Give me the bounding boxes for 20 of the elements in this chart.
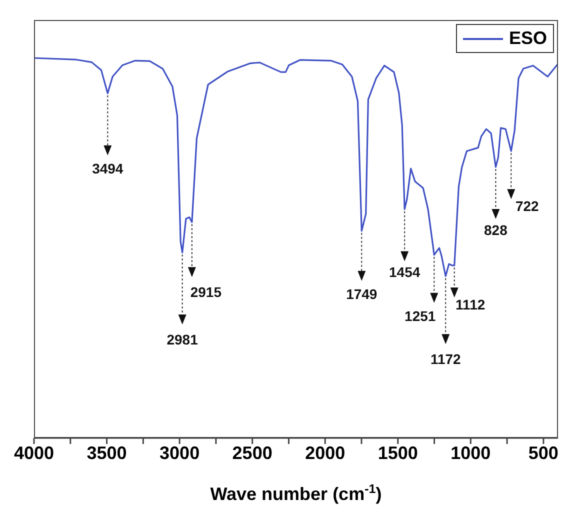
x-axis-title: Wave number (cm$^{-1}$) bbox=[210, 482, 382, 504]
x-tick-label: 2000 bbox=[305, 442, 346, 463]
x-tick-label: 1000 bbox=[450, 442, 491, 463]
annotation: 2915 bbox=[190, 284, 222, 300]
annotation: 722 bbox=[515, 198, 540, 214]
annotation: 1749 bbox=[346, 286, 378, 302]
annotation: 1172 bbox=[430, 351, 462, 368]
legend-label: ESO bbox=[508, 28, 547, 49]
annotation: 3494 bbox=[92, 160, 124, 176]
annotation: 1454 bbox=[389, 264, 420, 280]
annotation: 828 bbox=[484, 222, 508, 238]
annotation: 2981 bbox=[166, 332, 198, 348]
x-tick-label: 1500 bbox=[378, 442, 418, 463]
x-tick-label: 2500 bbox=[232, 442, 272, 463]
x-tick-label: 4000 bbox=[14, 442, 54, 463]
x-tick-label: 500 bbox=[528, 442, 558, 463]
x-tick-label: 3000 bbox=[160, 442, 200, 463]
annotation: 1251 bbox=[404, 308, 436, 324]
x-tick-label: 3500 bbox=[86, 442, 127, 463]
annotation: 1112 bbox=[456, 296, 486, 312]
